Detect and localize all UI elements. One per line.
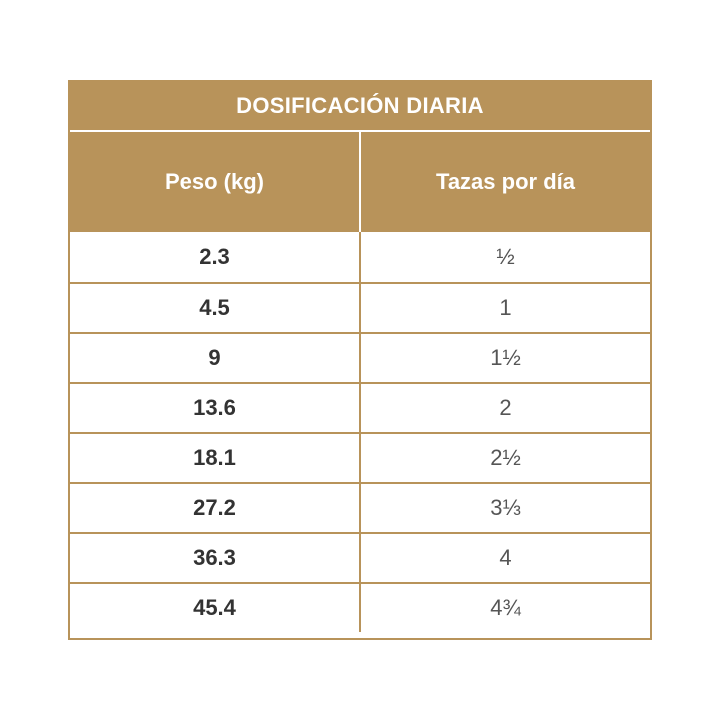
header-weight: Peso (kg): [70, 132, 361, 232]
cups-cell: 3⅓: [490, 495, 521, 520]
weight-cell: 27.2: [70, 484, 361, 532]
cups-cell: ½: [496, 244, 515, 269]
table-row: 13.6 2: [70, 382, 650, 432]
cups-cell: 1½: [490, 345, 521, 370]
table-row: 18.1 2½: [70, 432, 650, 482]
table-row: 36.3 4: [70, 532, 650, 582]
weight-cell: 2.3: [70, 232, 361, 282]
table-row: 9 1½: [70, 332, 650, 382]
weight-cell: 45.4: [70, 584, 361, 632]
title-divider: [70, 130, 650, 132]
table-row: 45.4 4¾: [70, 582, 650, 632]
weight-cell: 36.3: [70, 534, 361, 582]
table-header-row: Peso (kg) Tazas por día: [70, 132, 650, 232]
table-row: 27.2 3⅓: [70, 482, 650, 532]
table-body: 2.3 ½ 4.5 1 9 1½ 13.6 2 18.1 2½ 27.2 3⅓ …: [70, 232, 650, 632]
cups-cell: 2: [499, 395, 512, 420]
cups-cell: 2½: [490, 445, 521, 470]
cups-cell: 4: [499, 545, 512, 570]
table-row: 2.3 ½: [70, 232, 650, 282]
dosage-table: DOSIFICACIÓN DIARIA Peso (kg) Tazas por …: [68, 80, 652, 640]
weight-cell: 4.5: [70, 284, 361, 332]
weight-cell: 18.1: [70, 434, 361, 482]
cups-cell: 1: [499, 295, 512, 320]
cups-cell: 4¾: [490, 595, 521, 620]
table-title: DOSIFICACIÓN DIARIA: [70, 82, 650, 130]
weight-cell: 13.6: [70, 384, 361, 432]
table-row: 4.5 1: [70, 282, 650, 332]
weight-cell: 9: [70, 334, 361, 382]
header-cups: Tazas por día: [436, 169, 575, 194]
